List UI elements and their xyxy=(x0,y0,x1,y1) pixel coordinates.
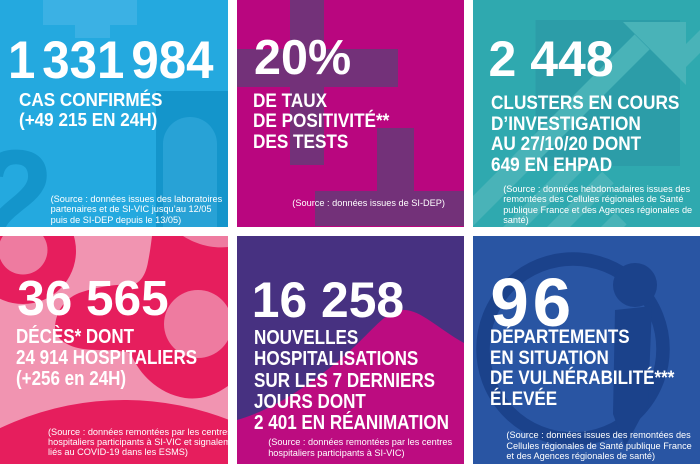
svg-text:2: 2 xyxy=(0,123,54,227)
